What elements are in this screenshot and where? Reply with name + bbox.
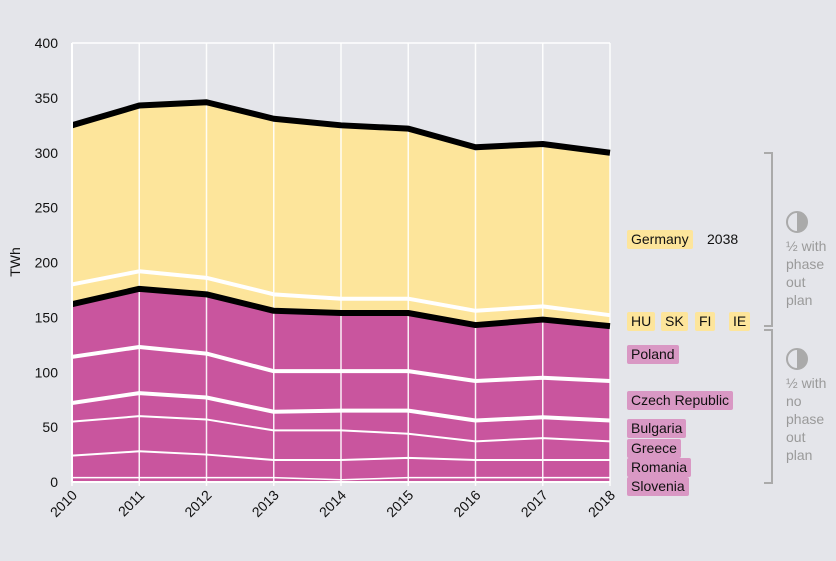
y-tick-label: 200 <box>35 255 59 271</box>
x-tick-label: 2013 <box>249 487 282 520</box>
bracket-no-plan <box>764 329 773 484</box>
x-tick-label: 2017 <box>518 487 551 520</box>
note-with-plan: ½ with phase out plan <box>786 238 827 308</box>
x-tick-label: 2010 <box>47 487 80 520</box>
x-tick-label: 2016 <box>450 487 483 520</box>
boundary-bulgaria <box>71 391 611 423</box>
label-fi: FI <box>695 312 716 331</box>
boundary-romania <box>71 450 610 462</box>
boundary-hu-sk-fi-ie <box>71 269 611 318</box>
boundary-germany <box>71 99 611 156</box>
label-romania: Romania <box>627 458 692 477</box>
label-slovenia: Slovenia <box>627 477 689 496</box>
x-tick-label: 2018 <box>585 487 618 520</box>
y-tick-label: 100 <box>35 364 59 380</box>
boundary-czech-republic <box>71 345 611 384</box>
x-tick-label: 2011 <box>115 487 148 520</box>
boundary-poland <box>71 285 611 330</box>
label-bulgaria: Bulgaria <box>627 419 687 438</box>
label-germany: Germany <box>627 230 693 249</box>
y-tick-label: 400 <box>35 35 59 51</box>
x-tick-label: 2014 <box>316 487 349 520</box>
label-poland: Poland <box>627 345 679 364</box>
label-sk: SK <box>661 312 688 331</box>
y-tick-label: 250 <box>35 200 59 216</box>
label-ie: IE <box>729 312 751 331</box>
boundary-greece <box>71 415 611 443</box>
y-tick-label: 50 <box>42 419 58 435</box>
note-no-plan: ½ with no phase out plan <box>786 375 827 463</box>
half-circle-fill-icon <box>797 212 807 232</box>
y-tick-label: 300 <box>35 145 59 161</box>
y-axis-label: TWh <box>7 247 23 277</box>
y-tick-label: 0 <box>50 474 58 490</box>
boundary-slovenia <box>72 476 610 481</box>
label-greece: Greece <box>627 439 681 458</box>
half-circle-fill-icon <box>797 349 807 369</box>
y-tick-label: 350 <box>35 90 59 106</box>
bracket-with-plan <box>764 152 773 327</box>
x-tick-label: 2012 <box>181 487 214 520</box>
label-czech: Czech Republic <box>627 391 734 410</box>
y-tick-label: 150 <box>35 309 59 325</box>
x-tick-label: 2015 <box>383 487 416 520</box>
label-hu: HU <box>627 312 656 331</box>
label-germany-year: 2038 <box>707 231 739 247</box>
